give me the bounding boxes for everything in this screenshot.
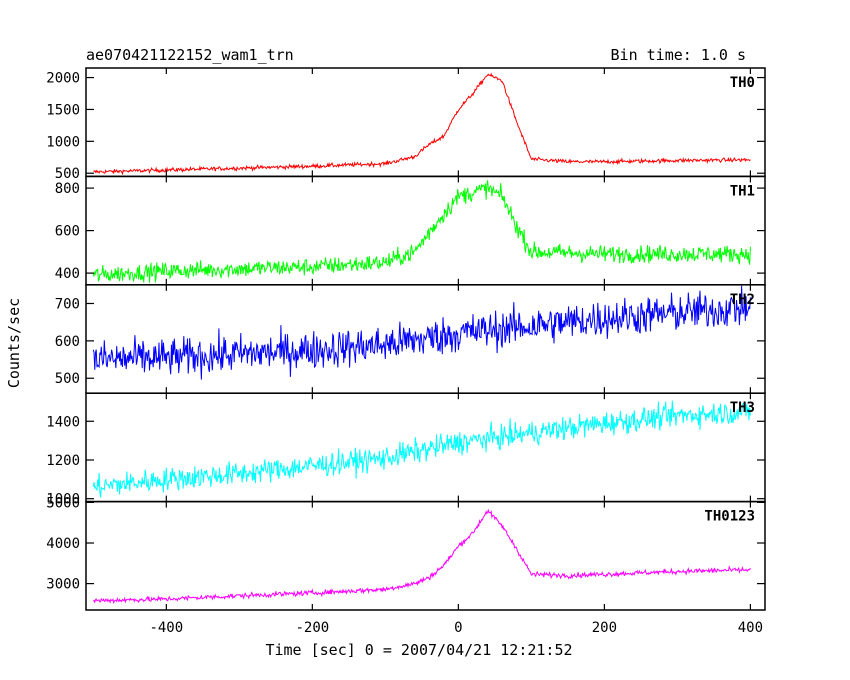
panel-th2: 500 600 700 TH2	[55, 284, 766, 394]
panel-label: TH1	[730, 183, 755, 199]
series-line-th3	[92, 400, 751, 498]
y-tick-label: 500	[55, 371, 80, 387]
y-tick-label: 3000	[46, 577, 80, 593]
y-tick-label: 4000	[46, 536, 80, 552]
panel-th0123: 3000 4000 5000 TH0123 -400 -200 0 200 400	[46, 495, 766, 636]
x-tick-label: -400	[149, 620, 183, 636]
panel-th1: 400 600 800 TH1	[55, 175, 766, 286]
y-tick-label: 5000	[46, 495, 80, 511]
figure-title: ae070421122152_wam1_trn	[86, 46, 294, 64]
y-axis-label: Counts/sec	[5, 298, 23, 388]
x-tick-label: 0	[454, 620, 462, 636]
y-tick-label: 1000	[46, 492, 80, 508]
panel-label: TH0	[730, 75, 755, 91]
panel-label: TH2	[730, 292, 755, 308]
series-line-th0	[93, 72, 751, 176]
bin-time-label: Bin time: 1.0 s	[611, 46, 746, 64]
y-tick-label: 600	[55, 334, 80, 350]
y-tick-label: 500	[55, 166, 80, 182]
x-tick-label: 200	[592, 620, 617, 636]
panel-frame	[85, 175, 766, 286]
series-line-th1	[92, 180, 751, 283]
x-tick-label: -200	[295, 620, 329, 636]
panel-th3: 1000 1200 1400 TH3	[46, 392, 766, 508]
y-tick-label: 2000	[46, 71, 80, 87]
y-tick-label: 800	[55, 181, 80, 197]
x-axis-label: Time [sec] 0 = 2007/04/21 12:21:52	[265, 641, 572, 659]
y-tick-label: 1500	[46, 102, 80, 118]
y-tick-label: 1200	[46, 453, 80, 469]
series-line-th0123	[92, 508, 751, 605]
panel-frame	[85, 500, 766, 611]
y-tick-label: 1400	[46, 414, 80, 430]
y-tick-label: 600	[55, 224, 80, 240]
y-tick-label: 700	[55, 296, 80, 312]
y-tick-label: 400	[55, 266, 80, 282]
panel-th0: 500 1000 1500 2000 TH0	[46, 67, 766, 182]
panel-label: TH0123	[704, 509, 755, 525]
y-tick-label: 1000	[46, 134, 80, 150]
panel-label: TH3	[730, 400, 755, 416]
series-line-th2	[92, 285, 751, 380]
x-tick-label: 400	[738, 620, 763, 636]
